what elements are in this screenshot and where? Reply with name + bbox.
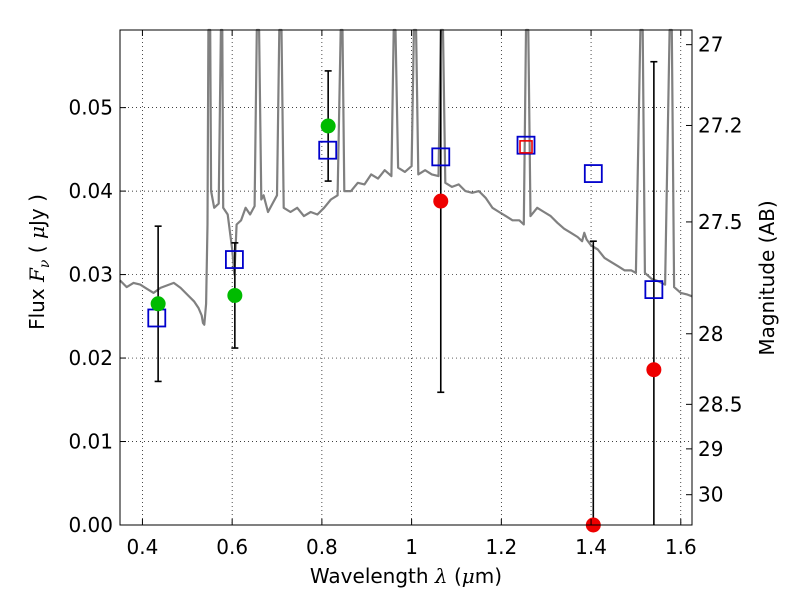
y2-tick-labels: 27 27.2 27.5 28 28.5 29 30 <box>698 33 743 507</box>
axis-ticks <box>120 30 692 526</box>
x-tick-label: 1.6 <box>665 535 697 559</box>
y2-tick-label: 27.5 <box>698 210 743 234</box>
y-axis-label: Flux Fν ( μJy ) <box>25 194 53 330</box>
observed-point <box>150 296 166 312</box>
error-bars <box>154 30 658 525</box>
model-spectrum <box>119 28 693 326</box>
model-spectrum-line <box>119 28 693 326</box>
y-tick-label: 0.02 <box>68 346 113 370</box>
observed-point <box>433 193 449 209</box>
y2-tick-label: 27.2 <box>698 113 743 137</box>
y2-tick-label: 30 <box>698 483 723 507</box>
x-tick-labels: 0.4 0.6 0.8 1 1.2 1.4 1.6 <box>127 535 697 559</box>
y-tick-label: 0.05 <box>68 96 113 120</box>
y-tick-label: 0.00 <box>68 513 113 537</box>
model-point <box>516 135 536 155</box>
x-tick-label: 0.8 <box>306 535 338 559</box>
model-point <box>431 147 451 167</box>
model-point <box>644 280 664 300</box>
observed-point <box>320 118 336 134</box>
plot-frame <box>119 29 693 526</box>
y2-tick-label: 28.5 <box>698 392 743 416</box>
y2-axis-label: Magnitude (AB) <box>755 200 779 355</box>
y-tick-label: 0.03 <box>68 263 113 287</box>
y-tick-labels: 0.00 0.01 0.02 0.03 0.04 0.05 <box>68 96 113 537</box>
y2-tick-label: 28 <box>698 322 723 346</box>
observed-points <box>150 118 662 533</box>
observed-point <box>519 140 533 154</box>
x-tick-label: 1 <box>405 535 418 559</box>
model-point <box>318 140 338 160</box>
model-point <box>224 250 244 269</box>
model-points <box>147 135 664 328</box>
observed-point <box>227 287 243 303</box>
y2-tick-label: 27 <box>698 33 723 57</box>
y-tick-label: 0.04 <box>68 179 113 203</box>
model-point <box>583 164 603 183</box>
y-tick-label: 0.01 <box>68 430 113 454</box>
x-tick-label: 0.4 <box>127 535 159 559</box>
observed-point <box>646 362 662 378</box>
x-tick-label: 1.4 <box>575 535 607 559</box>
x-tick-label: 1.2 <box>485 535 517 559</box>
model-point <box>147 308 167 328</box>
x-tick-label: 0.6 <box>216 535 248 559</box>
x-axis-label: Wavelength λ (μm) <box>310 564 502 588</box>
y2-tick-label: 29 <box>698 437 723 461</box>
